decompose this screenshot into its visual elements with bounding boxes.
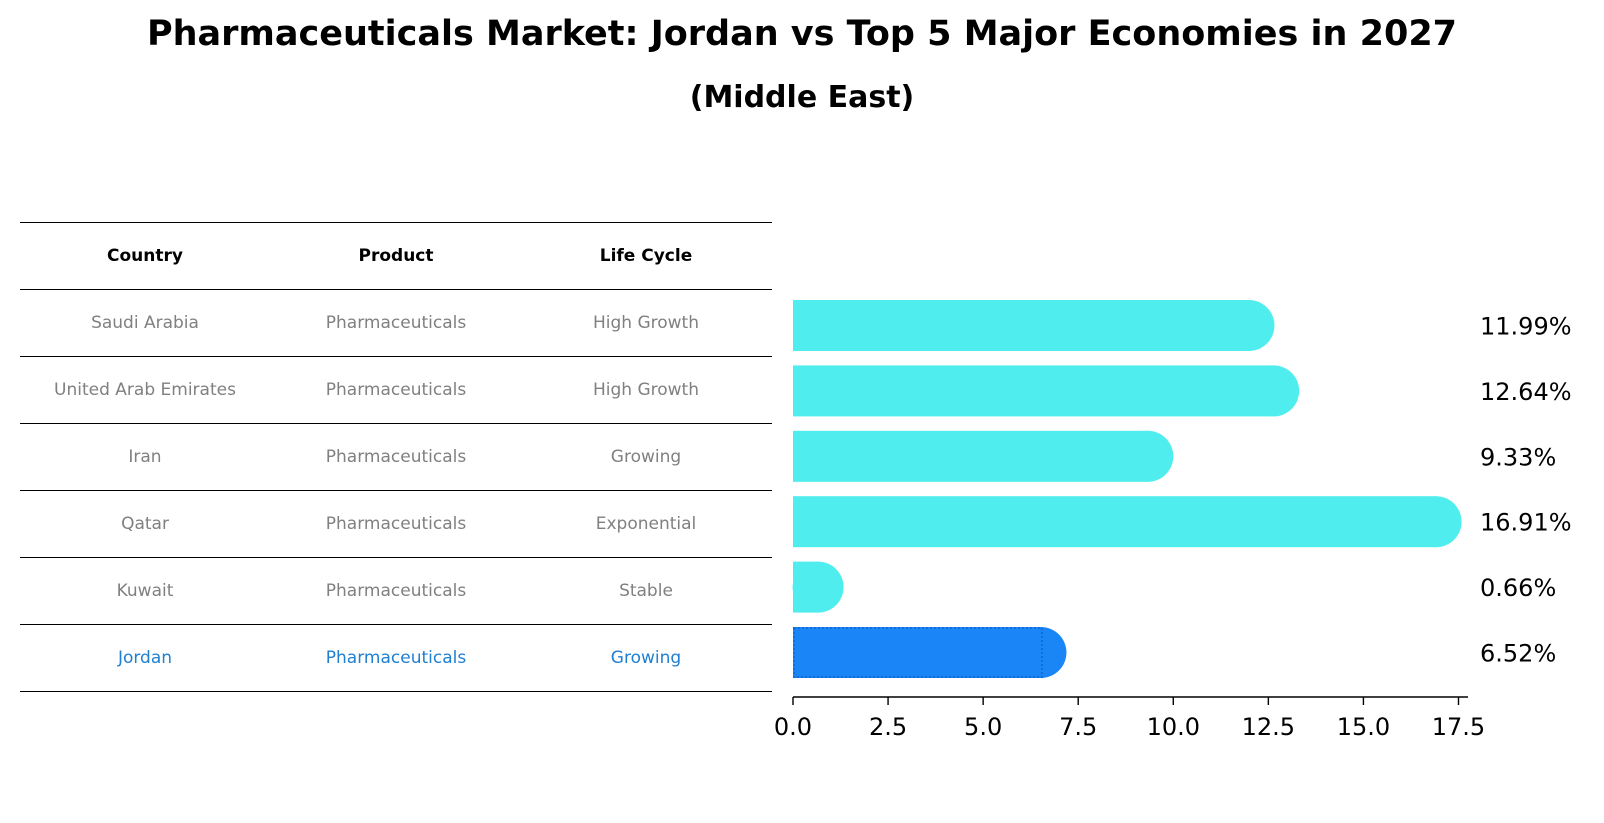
value-label: 16.91%	[1480, 509, 1572, 537]
bar-cap	[1223, 300, 1275, 351]
bar	[793, 365, 1274, 417]
x-tick-label: 10.0	[1147, 713, 1200, 741]
x-tick-label: 15.0	[1337, 713, 1390, 741]
table-row: Saudi Arabia Pharmaceuticals High Growth	[20, 289, 772, 356]
bar-cap	[1410, 496, 1462, 548]
bar-cap	[1248, 365, 1300, 417]
product-cell: Pharmaceuticals	[325, 380, 467, 400]
life-cycle-cell: Growing	[610, 447, 682, 467]
country-cell: Jordan	[117, 648, 173, 668]
value-label: 6.52%	[1480, 640, 1556, 668]
x-tick-label: 5.0	[964, 713, 1002, 741]
x-tick-label: 7.5	[1059, 713, 1097, 741]
life-cycle-cell: Growing	[610, 648, 682, 668]
country-cell: United Arab Emirates	[54, 380, 236, 400]
value-label: 0.66%	[1480, 574, 1556, 602]
product-cell: Pharmaceuticals	[325, 514, 467, 534]
country-cell: Iran	[128, 447, 162, 467]
product-cell: Pharmaceuticals	[325, 648, 467, 668]
chart-title: Pharmaceuticals Market: Jordan vs Top 5 …	[146, 14, 1458, 54]
value-label: 11.99%	[1480, 313, 1572, 341]
bar	[793, 627, 1041, 678]
value-label: 9.33%	[1480, 443, 1556, 471]
life-cycle-cell: Stable	[619, 581, 673, 601]
value-label: 12.64%	[1480, 378, 1572, 406]
product-cell: Pharmaceuticals	[325, 581, 467, 601]
life-cycle-cell: High Growth	[592, 380, 699, 400]
table-row: Iran Pharmaceuticals Growing	[20, 423, 772, 490]
bar	[793, 430, 1148, 482]
bar	[793, 496, 1437, 548]
table-row: Qatar Pharmaceuticals Exponential	[20, 490, 772, 557]
data-table: Country Product Life Cycle Saudi Arabia …	[20, 222, 772, 692]
table-header-row: Country Product Life Cycle	[20, 222, 772, 289]
country-cell: Qatar	[121, 514, 169, 534]
header-country: Country	[107, 246, 183, 266]
x-tick-label: 17.5	[1432, 713, 1485, 741]
table-row: United Arab Emirates Pharmaceuticals Hig…	[20, 356, 772, 423]
table-row: Kuwait Pharmaceuticals Stable	[20, 557, 772, 624]
x-tick-label: 2.5	[869, 713, 907, 741]
bar-cap	[1122, 430, 1174, 482]
bar-highlight-outline	[793, 627, 1043, 678]
table-row-highlighted: Jordan Pharmaceuticals Growing	[20, 624, 772, 692]
life-cycle-cell: High Growth	[592, 313, 699, 333]
chart-subtitle: (Middle East)	[689, 80, 915, 115]
country-cell: Saudi Arabia	[91, 313, 199, 333]
x-tick-label: 0.0	[774, 713, 812, 741]
bar-cap	[792, 561, 844, 613]
bar	[793, 300, 1249, 351]
header-product: Product	[358, 246, 434, 266]
country-cell: Kuwait	[116, 581, 174, 601]
life-cycle-cell: Exponential	[595, 514, 697, 534]
product-cell: Pharmaceuticals	[325, 447, 467, 467]
header-life-cycle: Life Cycle	[599, 246, 693, 266]
product-cell: Pharmaceuticals	[325, 313, 467, 333]
x-tick-label: 12.5	[1242, 713, 1295, 741]
